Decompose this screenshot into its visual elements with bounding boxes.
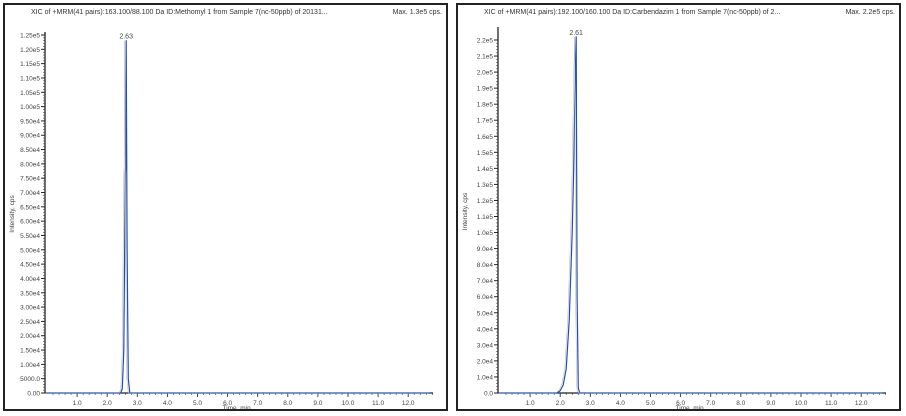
y-tick-label: 1.6e5 — [477, 134, 494, 141]
x-tick-label: 4.0 — [616, 400, 625, 407]
y-tick-label: 2.00e4 — [20, 333, 40, 340]
chart-svg: 0.0 1.0e4 2.0e4 3.0e4 4.0e4 5.0e4 6.0e4 7.0e4 8.… — [462, 27, 886, 409]
chromatogram-panel-methomyl: XIC of +MRM(41 pairs):163.100/88.100 Da … — [3, 3, 448, 411]
y-tick-label: 5.0e4 — [477, 310, 494, 317]
x-tick-label: 3.0 — [133, 400, 142, 407]
x-tick-label: 6.0 — [676, 400, 685, 407]
x-tick-label: 12.0 — [402, 400, 415, 407]
y-tick-label: 1.0e4 — [477, 374, 494, 381]
y-tick-label: 1.2e5 — [477, 198, 494, 205]
x-tick-label: 3.0 — [586, 400, 595, 407]
peak-rt-label: 2.61 — [569, 30, 583, 37]
x-tick-label: 7.0 — [706, 400, 715, 407]
y-tick-label: 0.00 — [27, 391, 40, 398]
y-tick-label: 1.50e4 — [20, 348, 40, 355]
y-tick-label: 6.0e4 — [477, 294, 494, 301]
y-axis-label: Intensity, cps — [9, 195, 16, 233]
y-tick-label: 2.0e5 — [477, 70, 494, 77]
y-tick-label: 7.00e4 — [20, 190, 40, 197]
y-tick-label: 1.15e5 — [20, 61, 40, 68]
x-tick-label: 6.0 — [223, 400, 232, 407]
y-tick-label: 1.0e5 — [477, 230, 494, 237]
x-tick-label: 2.0 — [556, 400, 565, 407]
chromatogram-trace — [500, 36, 884, 394]
x-tick-label: 9.0 — [313, 400, 322, 407]
chromatogram-trace-shadow — [45, 40, 430, 394]
y-tick-label: 1.7e5 — [477, 118, 494, 125]
max-intensity-label: Max. 2.2e5 cps. — [845, 9, 895, 16]
y-tick-label: 1.5e5 — [477, 150, 494, 157]
chart-title: XIC of +MRM(41 pairs):163.100/88.100 Da … — [31, 9, 328, 16]
max-intensity-label: Max. 1.3e5 cps. — [392, 9, 442, 16]
y-tick-label: 3.00e4 — [20, 305, 40, 312]
x-tick-label: 11.0 — [372, 400, 385, 407]
x-tick-label: 10.0 — [342, 400, 355, 407]
y-tick-label: 5.50e4 — [20, 233, 40, 240]
chart-title: XIC of +MRM(41 pairs):192.100/160.100 Da… — [484, 9, 781, 16]
x-tick-label: 1.0 — [526, 400, 535, 407]
peak-rt-label: 2.63 — [119, 34, 133, 41]
y-tick-label: 5.00e4 — [20, 247, 40, 254]
y-tick-label: 9.00e4 — [20, 133, 40, 140]
chart-svg: 0.00 5000.0 1.00e4 1.50e4 2.00e4 2.50e4 3.00e4… — [9, 32, 433, 409]
x-tick-label: 2.0 — [103, 400, 112, 407]
y-tick-label: 6.00e4 — [20, 219, 40, 226]
y-tick-label: 8.50e4 — [20, 147, 40, 154]
y-tick-label: 4.50e4 — [20, 262, 40, 269]
y-tick-label: 3.50e4 — [20, 290, 40, 297]
y-tick-label: 4.0e4 — [477, 326, 494, 333]
y-tick-label: 1.20e5 — [20, 47, 40, 54]
y-tick-label: 1.00e4 — [20, 362, 40, 369]
y-tick-label: 1.9e5 — [477, 86, 494, 93]
x-tick-label: 8.0 — [736, 400, 745, 407]
y-tick-label: 2.1e5 — [477, 54, 494, 61]
x-axis-label: Time, min — [675, 405, 704, 409]
y-tick-label: 5000.0 — [20, 376, 40, 383]
y-tick-label: 7.50e4 — [20, 176, 40, 183]
y-tick-label: 1.05e5 — [20, 90, 40, 97]
y-tick-label: 2.2e5 — [477, 38, 494, 45]
chromatogram-trace-shadow — [498, 36, 883, 394]
chromatogram-panel-carbendazim: XIC of +MRM(41 pairs):192.100/160.100 Da… — [456, 3, 901, 411]
y-tick-label: 0.0 — [484, 391, 493, 398]
y-tick-label: 9.0e4 — [477, 246, 494, 253]
y-tick-label: 9.50e4 — [20, 118, 40, 125]
x-axis-label: Time, min — [222, 405, 251, 409]
x-tick-label: 8.0 — [283, 400, 292, 407]
y-tick-label: 1.00e5 — [20, 104, 40, 111]
y-tick-label: 1.3e5 — [477, 182, 494, 189]
y-tick-label: 2.0e4 — [477, 358, 494, 365]
y-tick-label: 1.4e5 — [477, 166, 494, 173]
x-tick-label: 9.0 — [766, 400, 775, 407]
x-tick-label: 10.0 — [795, 400, 808, 407]
y-tick-label: 1.25e5 — [20, 33, 40, 40]
x-tick-label: 1.0 — [73, 400, 82, 407]
chromatogram-trace — [47, 40, 431, 394]
y-axis-label: Intensity, cps — [462, 192, 469, 230]
x-tick-label: 5.0 — [193, 400, 202, 407]
x-tick-label: 12.0 — [855, 400, 868, 407]
y-tick-label: 8.0e4 — [477, 262, 494, 269]
y-tick-label: 3.0e4 — [477, 342, 494, 349]
x-tick-label: 11.0 — [825, 400, 838, 407]
y-tick-label: 2.50e4 — [20, 319, 40, 326]
y-tick-label: 6.50e4 — [20, 204, 40, 211]
x-tick-label: 5.0 — [646, 400, 655, 407]
x-tick-label: 4.0 — [163, 400, 172, 407]
y-tick-label: 4.00e4 — [20, 276, 40, 283]
y-tick-label: 1.1e5 — [477, 214, 494, 221]
x-tick-label: 7.0 — [253, 400, 262, 407]
y-tick-label: 8.00e4 — [20, 161, 40, 168]
y-tick-label: 1.10e5 — [20, 75, 40, 82]
y-tick-label: 7.0e4 — [477, 278, 494, 285]
y-tick-label: 1.8e5 — [477, 102, 494, 109]
